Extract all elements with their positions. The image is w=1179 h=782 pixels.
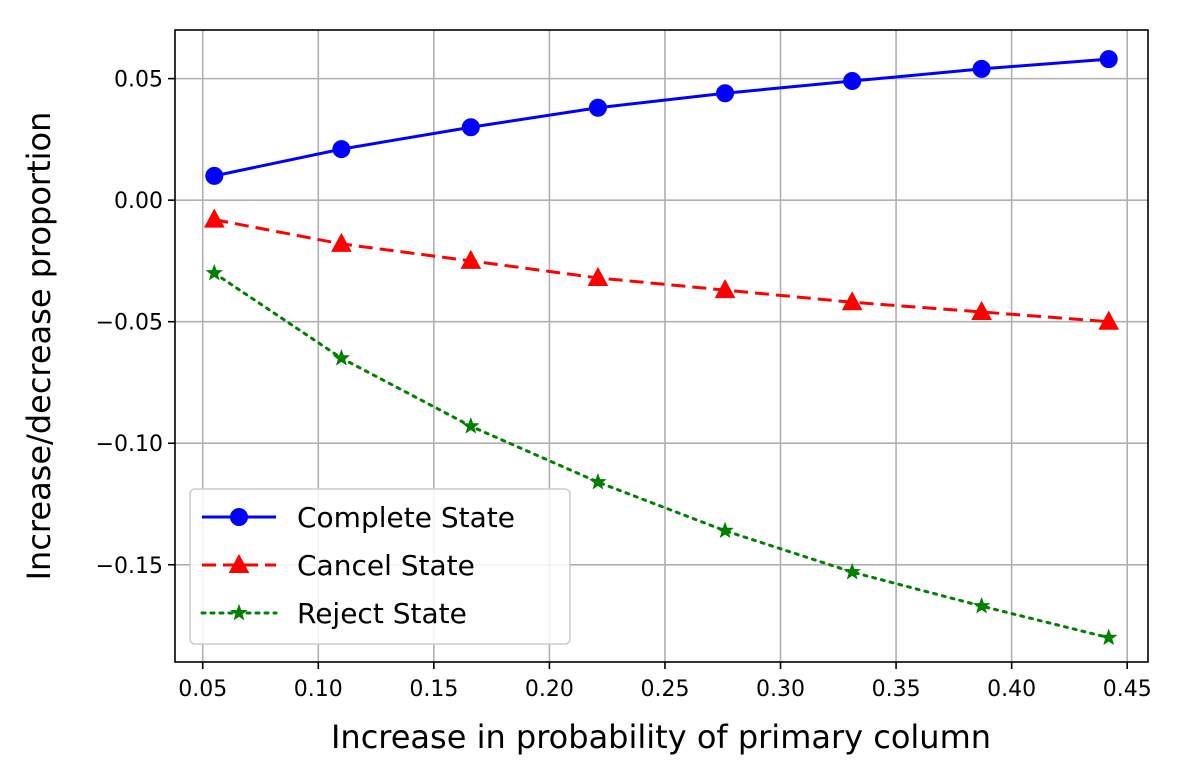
cancel-state-point [714, 279, 736, 299]
y-tick-label: −0.15 [96, 554, 163, 579]
x-tick-label: 0.40 [987, 677, 1036, 702]
x-tick-label: 0.10 [294, 677, 343, 702]
axis-ticks: 0.05 0.10 0.15 0.20 0.25 0.30 0.35 0.40 0.45 0.05… [96, 68, 1152, 702]
legend-label: Complete State [297, 501, 515, 534]
complete-state-line [213, 57, 1109, 178]
cancel-state-point [971, 300, 992, 320]
reject-state-point [716, 521, 734, 539]
reject-state-point [843, 562, 861, 580]
complete-state-point [972, 59, 991, 78]
x-tick-label: 0.15 [409, 677, 458, 702]
reject-state-series [205, 263, 1118, 646]
complete-state-point [1099, 50, 1118, 69]
plot-area-frame [174, 29, 1149, 663]
reject-state-point [589, 472, 607, 490]
legend-entry: Cancel State [202, 549, 475, 582]
cancel-state-point [587, 266, 609, 286]
x-tick-label: 0.25 [640, 677, 689, 702]
reject-state-point [332, 348, 351, 366]
legend-marker [230, 603, 248, 621]
reject-state-point [1099, 628, 1118, 646]
legend-entry: Reject State [200, 597, 467, 630]
cancel-state-line [214, 218, 1109, 324]
legend-entry: Complete State [202, 501, 515, 534]
cancel-state-point [331, 232, 352, 252]
series-group [203, 50, 1120, 646]
y-tick-label: 0.00 [114, 189, 163, 214]
legend-marker [230, 508, 248, 526]
cancel-state-point [841, 291, 863, 311]
complete-state-point [332, 140, 351, 159]
legend-box [189, 488, 571, 645]
reject-state-point [205, 263, 224, 281]
y-tick-label: 0.05 [114, 68, 163, 93]
cancel-state-series [203, 208, 1120, 330]
legend-marker [228, 553, 250, 573]
y-axis-label: Increase/decrease proportion [20, 112, 58, 581]
reject-state-point [462, 417, 480, 434]
reject-state-line [212, 271, 1111, 640]
x-tick-label: 0.20 [525, 677, 574, 702]
cancel-state-point [1098, 310, 1120, 330]
complete-state-point [205, 166, 224, 185]
grid-lines [175, 30, 1148, 662]
x-tick-label: 0.35 [872, 677, 921, 702]
legend: Complete State Cancel State Reject State [189, 488, 571, 645]
y-tick-label: −0.10 [96, 432, 163, 457]
x-tick-label: 0.05 [178, 677, 227, 702]
complete-state-point [588, 98, 607, 117]
reject-state-point [972, 596, 991, 614]
complete-state-series [205, 50, 1118, 185]
cancel-state-point [460, 249, 482, 269]
y-tick-label: −0.05 [96, 311, 163, 336]
cancel-state-point [203, 208, 225, 228]
legend-label: Cancel State [297, 549, 475, 582]
legend-label: Reject State [297, 597, 467, 630]
x-tick-label: 0.45 [1103, 677, 1152, 702]
x-axis-label: Increase in probability of primary colum… [331, 718, 991, 756]
complete-state-point [461, 118, 480, 137]
complete-state-point [716, 84, 735, 103]
x-tick-label: 0.30 [756, 677, 805, 702]
complete-state-point [843, 72, 862, 91]
